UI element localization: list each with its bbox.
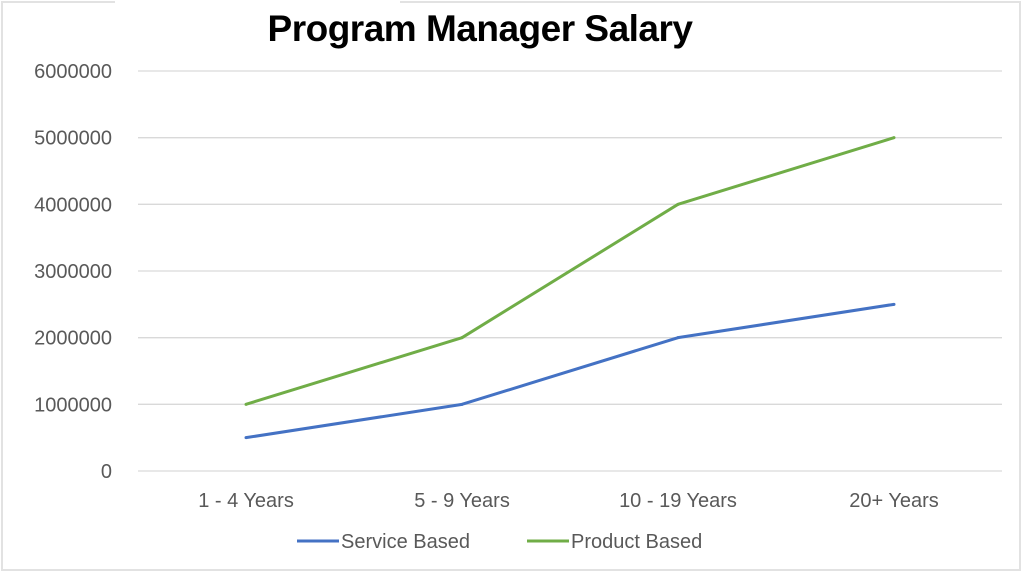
y-tick-label: 1000000 bbox=[34, 394, 112, 416]
data-point bbox=[460, 402, 464, 406]
x-tick-label: 1 - 4 Years bbox=[198, 490, 294, 512]
data-point bbox=[244, 402, 248, 406]
y-tick-label: 0 bbox=[101, 461, 112, 483]
y-tick-label: 5000000 bbox=[34, 128, 112, 150]
series-line-product-based bbox=[245, 136, 895, 406]
data-point bbox=[460, 336, 464, 340]
legend-label: Product Based bbox=[571, 531, 702, 553]
legend-label: Service Based bbox=[341, 531, 470, 553]
y-tick-label: 6000000 bbox=[34, 61, 112, 83]
y-tick-label: 2000000 bbox=[34, 328, 112, 350]
data-point bbox=[892, 136, 896, 140]
x-tick-label: 10 - 19 Years bbox=[619, 490, 737, 512]
y-tick-label: 4000000 bbox=[34, 194, 112, 216]
data-point bbox=[676, 202, 680, 206]
x-tick-label: 20+ Years bbox=[849, 490, 939, 512]
title-mask bbox=[115, 0, 400, 6]
series-line-service-based bbox=[245, 302, 895, 440]
data-point bbox=[892, 302, 896, 306]
data-point bbox=[676, 336, 680, 340]
chart-title: Program Manager Salary bbox=[267, 8, 693, 49]
data-point bbox=[244, 436, 248, 440]
y-tick-label: 3000000 bbox=[34, 261, 112, 283]
x-tick-label: 5 - 9 Years bbox=[414, 490, 510, 512]
